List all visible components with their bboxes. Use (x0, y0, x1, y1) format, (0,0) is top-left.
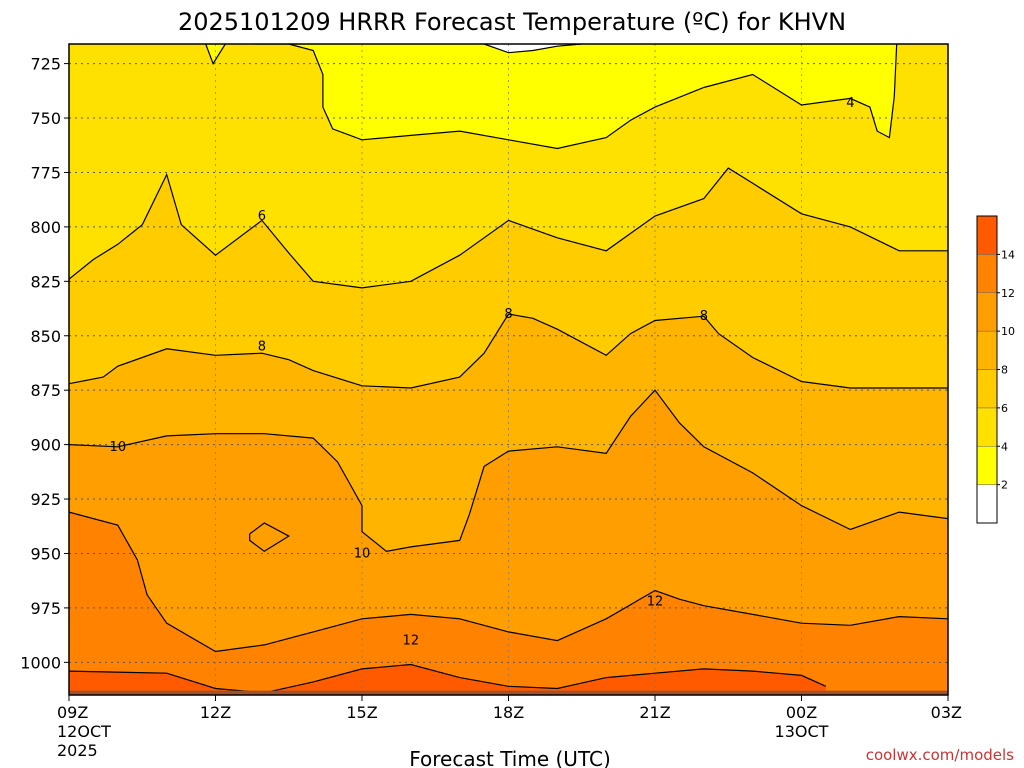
contour-label: 6 (258, 209, 266, 224)
colorbar: 2 4 6 8 10 12 14 (976, 215, 1015, 524)
x-tick-label: 09Z (57, 703, 88, 722)
colorbar-label: 2 (1001, 479, 1008, 492)
y-tick-label: 825 (30, 272, 61, 291)
isotherm-4 (254, 44, 898, 150)
band-2-4-0 (254, 44, 897, 149)
y-tick-label: 925 (30, 490, 61, 509)
colorbar-label: 4 (1001, 440, 1008, 453)
x-tick-date: 13OCT (775, 722, 829, 741)
colorbar-swatch (976, 254, 998, 293)
contour-label: 8 (258, 340, 266, 355)
colorbar-label: 10 (1001, 325, 1015, 338)
x-tick-label: 18Z (493, 703, 524, 722)
x-axis-label: Forecast Time (UTC) (409, 747, 611, 768)
contour-label: 8 (504, 307, 512, 322)
band-10-cell-0 (249, 523, 289, 552)
isotherm-2 (483, 44, 582, 54)
y-tick-label: 950 (30, 544, 61, 563)
x-tick-label: 00Z (786, 703, 817, 722)
contour-label: 10 (354, 546, 371, 561)
y-axis: 725 750 775 800 825 850 875 900 925 950 975 1000 (20, 55, 69, 672)
band-2-4-1 (205, 44, 226, 64)
colorbar-label: 6 (1001, 402, 1008, 415)
ground-strip (69, 690, 948, 695)
colorbar-label: 14 (1001, 248, 1015, 261)
y-tick-label: 875 (30, 381, 61, 400)
colorbar-label: 12 (1001, 287, 1015, 300)
isotherm-8 (69, 313, 948, 389)
y-tick-label: 750 (30, 109, 61, 128)
isotherm-10 (69, 389, 948, 552)
x-tick-year: 2025 (57, 741, 98, 760)
contour-label: 10 (110, 440, 127, 455)
band-12 (69, 512, 948, 695)
colorbar-label: 8 (1001, 364, 1008, 377)
plot-layers: 4 6 8 8 8 10 10 12 12 (69, 44, 948, 695)
chart-title: 2025101209 HRRR Forecast Temperature (ºC… (178, 8, 846, 36)
y-tick-label: 900 (30, 436, 61, 455)
y-tick-label: 1000 (20, 653, 61, 672)
plot-area: 4 6 8 8 8 10 10 12 12 (68, 43, 949, 696)
contour-label: 12 (403, 634, 420, 649)
contour-label: 8 (700, 309, 708, 324)
x-tick-label: 12Z (200, 703, 231, 722)
y-tick-label: 775 (30, 163, 61, 182)
colorbar-swatch (976, 369, 998, 409)
credit-text: coolwx.com/models (866, 746, 1014, 764)
isotherm-12 (69, 511, 948, 653)
colorbar-swatch (976, 215, 998, 255)
y-tick-label: 725 (30, 55, 61, 74)
x-tick-label: 03Z (931, 703, 962, 722)
isotherm-10 (249, 522, 291, 553)
isotherm-6 (69, 167, 948, 289)
colorbar-swatch (976, 446, 998, 485)
colorbar-swatch (976, 407, 998, 447)
colorbar-swatch (976, 484, 998, 524)
x-tick-label: 15Z (346, 703, 377, 722)
x-tick-label: 21Z (639, 703, 670, 722)
contour-label: 4 (846, 96, 854, 111)
x-tick-date: 12OCT (57, 722, 111, 741)
y-tick-label: 850 (30, 327, 61, 346)
colorbar-swatch (976, 292, 998, 332)
y-tick-label: 975 (30, 599, 61, 618)
colorbar-swatch (976, 330, 998, 370)
contour-label: 12 (647, 594, 664, 609)
isotherm-4 (205, 44, 226, 65)
y-tick-label: 800 (30, 218, 61, 237)
